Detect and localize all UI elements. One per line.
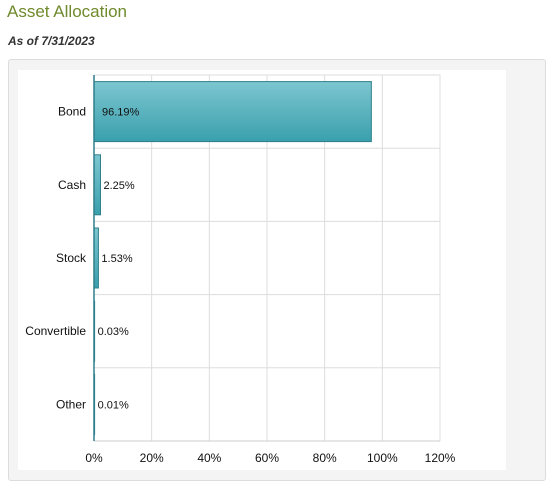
data-label: 1.53% [101, 253, 132, 265]
category-label: Bond [58, 105, 86, 119]
category-label: Other [56, 397, 86, 411]
data-label: 2.25% [103, 180, 134, 192]
bar-bond[interactable] [93, 81, 372, 143]
data-label: 0.03% [98, 326, 129, 338]
x-tick-label: 80% [313, 451, 337, 465]
chart-title: Asset Allocation [7, 2, 128, 21]
x-tick-label: 60% [255, 451, 279, 465]
category-label: Cash [58, 178, 86, 192]
bar-cash[interactable] [93, 154, 101, 216]
as-of-date: As of 7/31/2023 [8, 34, 95, 48]
data-label: 0.01% [98, 399, 129, 411]
category-label: Convertible [25, 324, 86, 338]
x-tick-label: 0% [85, 451, 103, 465]
x-tick-label: 100% [367, 451, 398, 465]
category-label: Stock [56, 251, 87, 265]
x-tick-label: 20% [140, 451, 164, 465]
x-tick-label: 40% [197, 451, 221, 465]
x-tick-label: 120% [425, 451, 456, 465]
data-label: 96.19% [102, 107, 140, 119]
